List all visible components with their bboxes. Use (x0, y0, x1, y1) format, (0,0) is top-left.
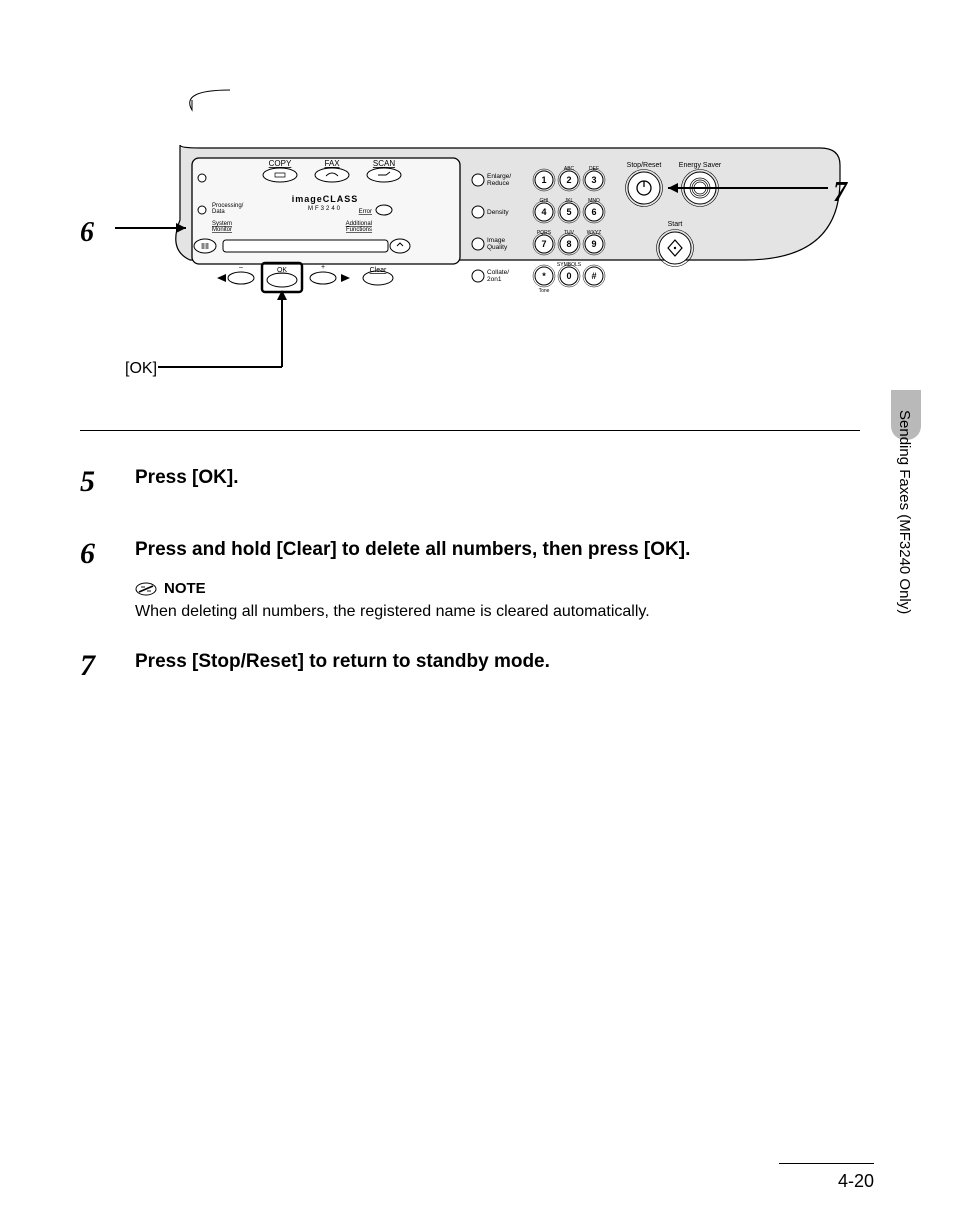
svg-text:9: 9 (591, 239, 596, 249)
svg-text:Quality: Quality (487, 244, 508, 251)
step-6: 6 Press and hold [Clear] to delete all n… (80, 537, 860, 622)
step-title: Press [Stop/Reset] to return to standby … (135, 649, 860, 675)
step-number: 5 (80, 465, 135, 497)
svg-text:Functions: Functions (346, 227, 372, 233)
svg-text:2on1: 2on1 (487, 276, 502, 283)
svg-text:+: + (321, 264, 325, 271)
page-number-rule (779, 1163, 874, 1164)
callout-number-7: 7 (833, 177, 847, 209)
page-number: 4-20 (838, 1171, 874, 1192)
steps-list: 5 Press [OK]. 6 Press and hold [Clear] t… (80, 465, 860, 721)
step-7: 7 Press [Stop/Reset] to return to standb… (80, 649, 860, 693)
svg-text:COPY: COPY (269, 159, 292, 168)
step-number: 7 (80, 649, 135, 681)
step-body: Press [Stop/Reset] to return to standby … (135, 649, 860, 693)
svg-text:OK: OK (277, 267, 287, 274)
svg-text:Image: Image (487, 237, 505, 244)
note-row: NOTE (135, 580, 860, 597)
note-text: When deleting all numbers, the registere… (135, 603, 860, 621)
note-icon (135, 582, 157, 596)
svg-text:Tone: Tone (539, 288, 550, 294)
svg-text:8: 8 (566, 239, 571, 249)
svg-text:SCAN: SCAN (373, 159, 395, 168)
note-label: NOTE (164, 580, 206, 597)
svg-text:Monitor: Monitor (212, 227, 232, 233)
callout-number-6: 6 (80, 217, 94, 249)
svg-text:3: 3 (591, 175, 596, 185)
step-number: 6 (80, 537, 135, 569)
svg-text:1: 1 (541, 175, 546, 185)
page: COPY FAX SCAN Processing/ (0, 0, 954, 1230)
svg-text:imageCLASS: imageCLASS (292, 194, 359, 204)
svg-text:Reduce: Reduce (487, 180, 510, 187)
svg-text:0: 0 (566, 271, 571, 281)
svg-text:Enlarge/: Enlarge/ (487, 173, 511, 180)
step-5: 5 Press [OK]. (80, 465, 860, 509)
svg-text:2: 2 (566, 175, 571, 185)
side-section-label: Sending Faxes (MF3240 Only) (896, 410, 913, 614)
step-title: Press [OK]. (135, 465, 860, 491)
svg-text:6: 6 (591, 207, 596, 217)
ok-pointer-label: [OK] (125, 360, 157, 378)
svg-text:#: # (591, 271, 596, 281)
svg-text:Start: Start (668, 221, 683, 228)
control-panel-diagram: COPY FAX SCAN Processing/ (80, 60, 860, 431)
svg-text:Error: Error (359, 209, 372, 215)
svg-text:Data: Data (212, 209, 225, 215)
svg-text:MF3240: MF3240 (308, 206, 342, 212)
svg-text:Density: Density (487, 209, 509, 216)
step-title: Press and hold [Clear] to delete all num… (135, 537, 860, 563)
step-body: Press and hold [Clear] to delete all num… (135, 537, 860, 622)
svg-text:Stop/Reset: Stop/Reset (627, 162, 662, 169)
svg-text:Energy Saver: Energy Saver (679, 162, 722, 169)
svg-text:Clear: Clear (370, 267, 387, 274)
svg-text:5: 5 (566, 207, 571, 217)
svg-text:–: – (239, 264, 243, 271)
step-body: Press [OK]. (135, 465, 860, 509)
svg-text:4: 4 (541, 207, 546, 217)
panel-svg: COPY FAX SCAN Processing/ (80, 60, 860, 430)
svg-text:*: * (542, 271, 546, 281)
svg-text:7: 7 (541, 239, 546, 249)
svg-text:Collate/: Collate/ (487, 269, 509, 276)
svg-text:FAX: FAX (324, 159, 340, 168)
